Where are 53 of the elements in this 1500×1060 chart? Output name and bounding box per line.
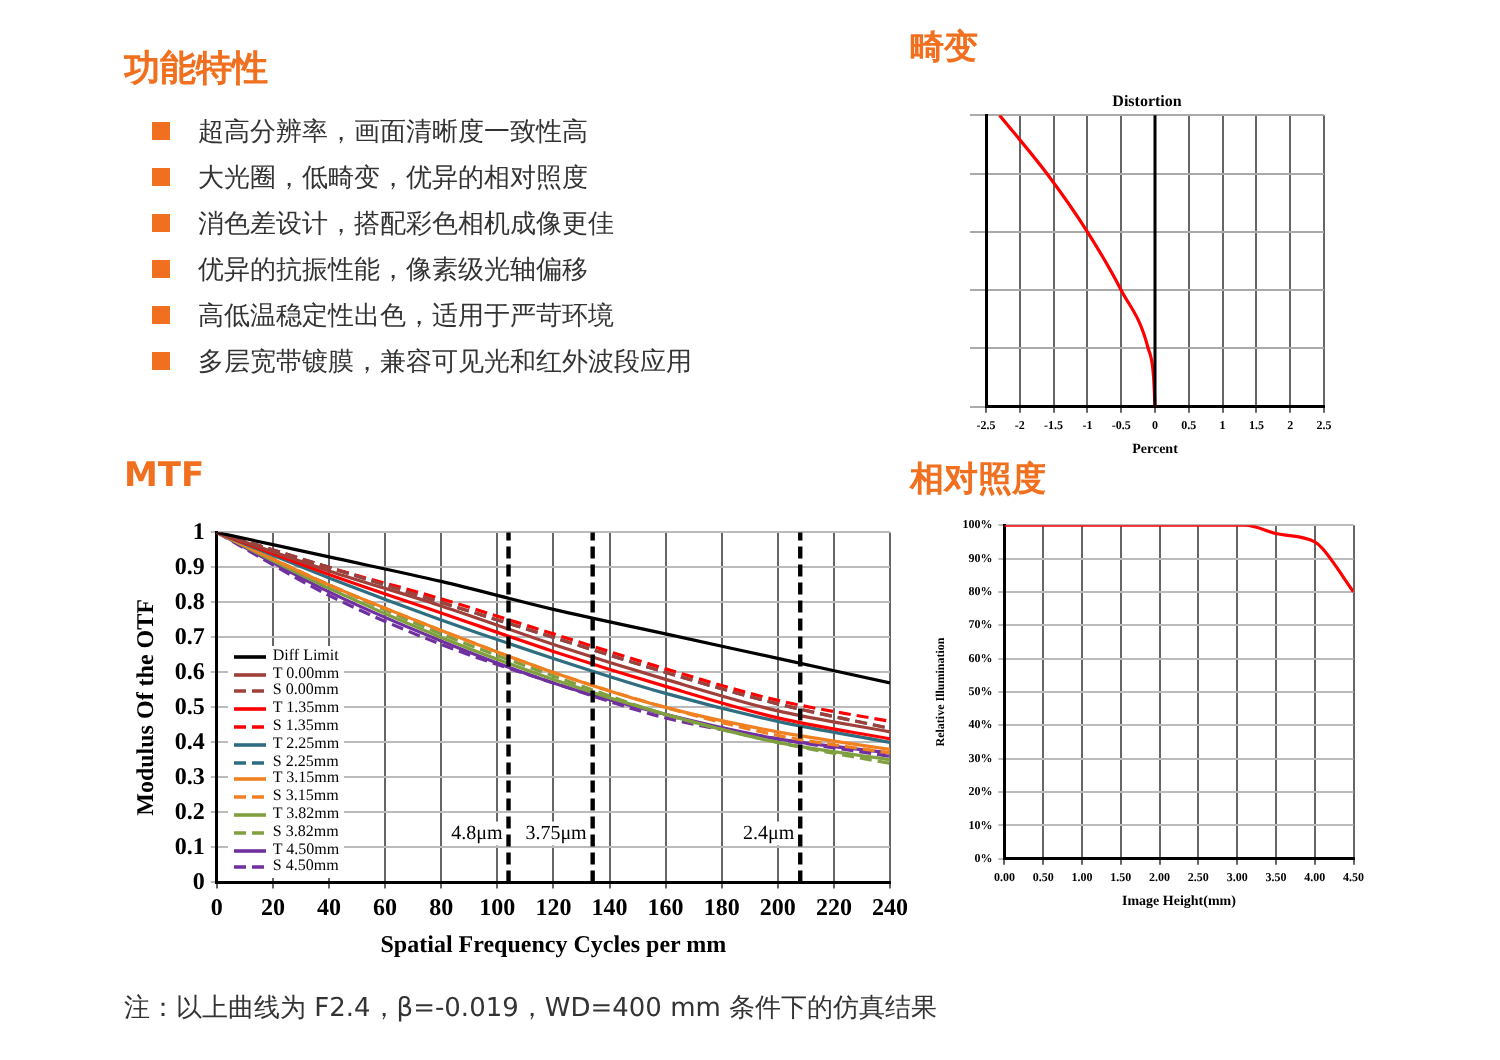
legend-label: T 3.82mm	[272, 804, 340, 824]
x-tick-label: 140	[591, 892, 628, 921]
legend-label: S 1.35mm	[272, 716, 339, 736]
text: 多层宽带镀膜，兼容可见光和红外波段应用	[198, 345, 692, 379]
y-tick-label: 0.9	[174, 551, 205, 580]
x-tick-label: 120	[535, 892, 572, 921]
legend-label: T 2.25mm	[272, 733, 340, 754]
text: 优异的抗振性能，像素级光轴偏移	[198, 253, 588, 287]
chart-subtitle: Distortion	[1112, 91, 1183, 110]
x-tick-label: 80	[429, 892, 454, 921]
ref-line-label: 3.75μm	[525, 822, 588, 845]
x-tick-label: 160	[647, 892, 684, 921]
y-tick-label: 0.8	[174, 586, 205, 615]
legend-label: T 3.15mm	[272, 768, 340, 789]
legend-label: Diff Limit	[272, 645, 339, 666]
x-tick-label: 220	[815, 892, 852, 921]
ref-line-label: 2.4μm	[742, 822, 795, 845]
legend-label: S 3.82mm	[272, 821, 339, 842]
y-tick-label: 0.7	[174, 621, 205, 650]
text: 消色差设计，搭配彩色相机成像更佳	[198, 207, 614, 241]
text: 超高分辨率，画面清晰度一致性高	[198, 115, 588, 149]
text: 注：以上曲线为 F2.4，β=-0.019，WD=400 mm 条件下的仿真结果	[124, 992, 938, 1026]
x-axis-title: Spatial Frequency Cycles per mm	[380, 929, 727, 958]
x-tick-label: 40	[317, 892, 341, 921]
y-tick-label: 0.3	[174, 761, 205, 790]
y-tick-label: 0.6	[174, 656, 205, 685]
x-tick-label: 100	[479, 892, 516, 921]
y-axis-title: Modulus Of the OTF	[130, 599, 159, 816]
x-tick-label: 180	[703, 892, 740, 921]
text: 功能特性	[124, 46, 270, 92]
legend-label: S 2.25mm	[272, 751, 339, 771]
text: 大光圈，低畸变，优异的相对照度	[198, 161, 588, 195]
chart-title: 相对照度	[910, 458, 1048, 504]
chart-title: MTF	[124, 456, 205, 496]
legend-label: T 1.35mm	[272, 698, 340, 719]
y-tick-label: 0.1	[174, 831, 205, 860]
x-tick-label: 60	[373, 892, 398, 921]
x-tick-label: 20	[260, 892, 285, 921]
ref-line-label: 4.8μm	[451, 822, 503, 845]
legend-label: S 3.15mm	[272, 786, 339, 807]
y-tick-label: 0.2	[174, 796, 205, 825]
x-tick-label: 240	[872, 892, 908, 921]
chart-title: 畸变	[910, 26, 980, 72]
legend-label: S 4.50mm	[272, 856, 339, 877]
y-tick-label: 0.5	[174, 691, 205, 720]
y-tick-label: 0.4	[174, 726, 205, 755]
x-tick-label: 200	[759, 892, 796, 921]
legend-label: T 4.50mm	[272, 839, 340, 859]
x-tick-label: 0	[210, 892, 223, 921]
y-tick-label: 1	[192, 516, 205, 545]
legend-label: T 0.00mm	[272, 663, 340, 683]
legend-label: S 0.00mm	[272, 680, 339, 701]
text: 高低温稳定性出色，适用于严苛环境	[198, 299, 614, 333]
